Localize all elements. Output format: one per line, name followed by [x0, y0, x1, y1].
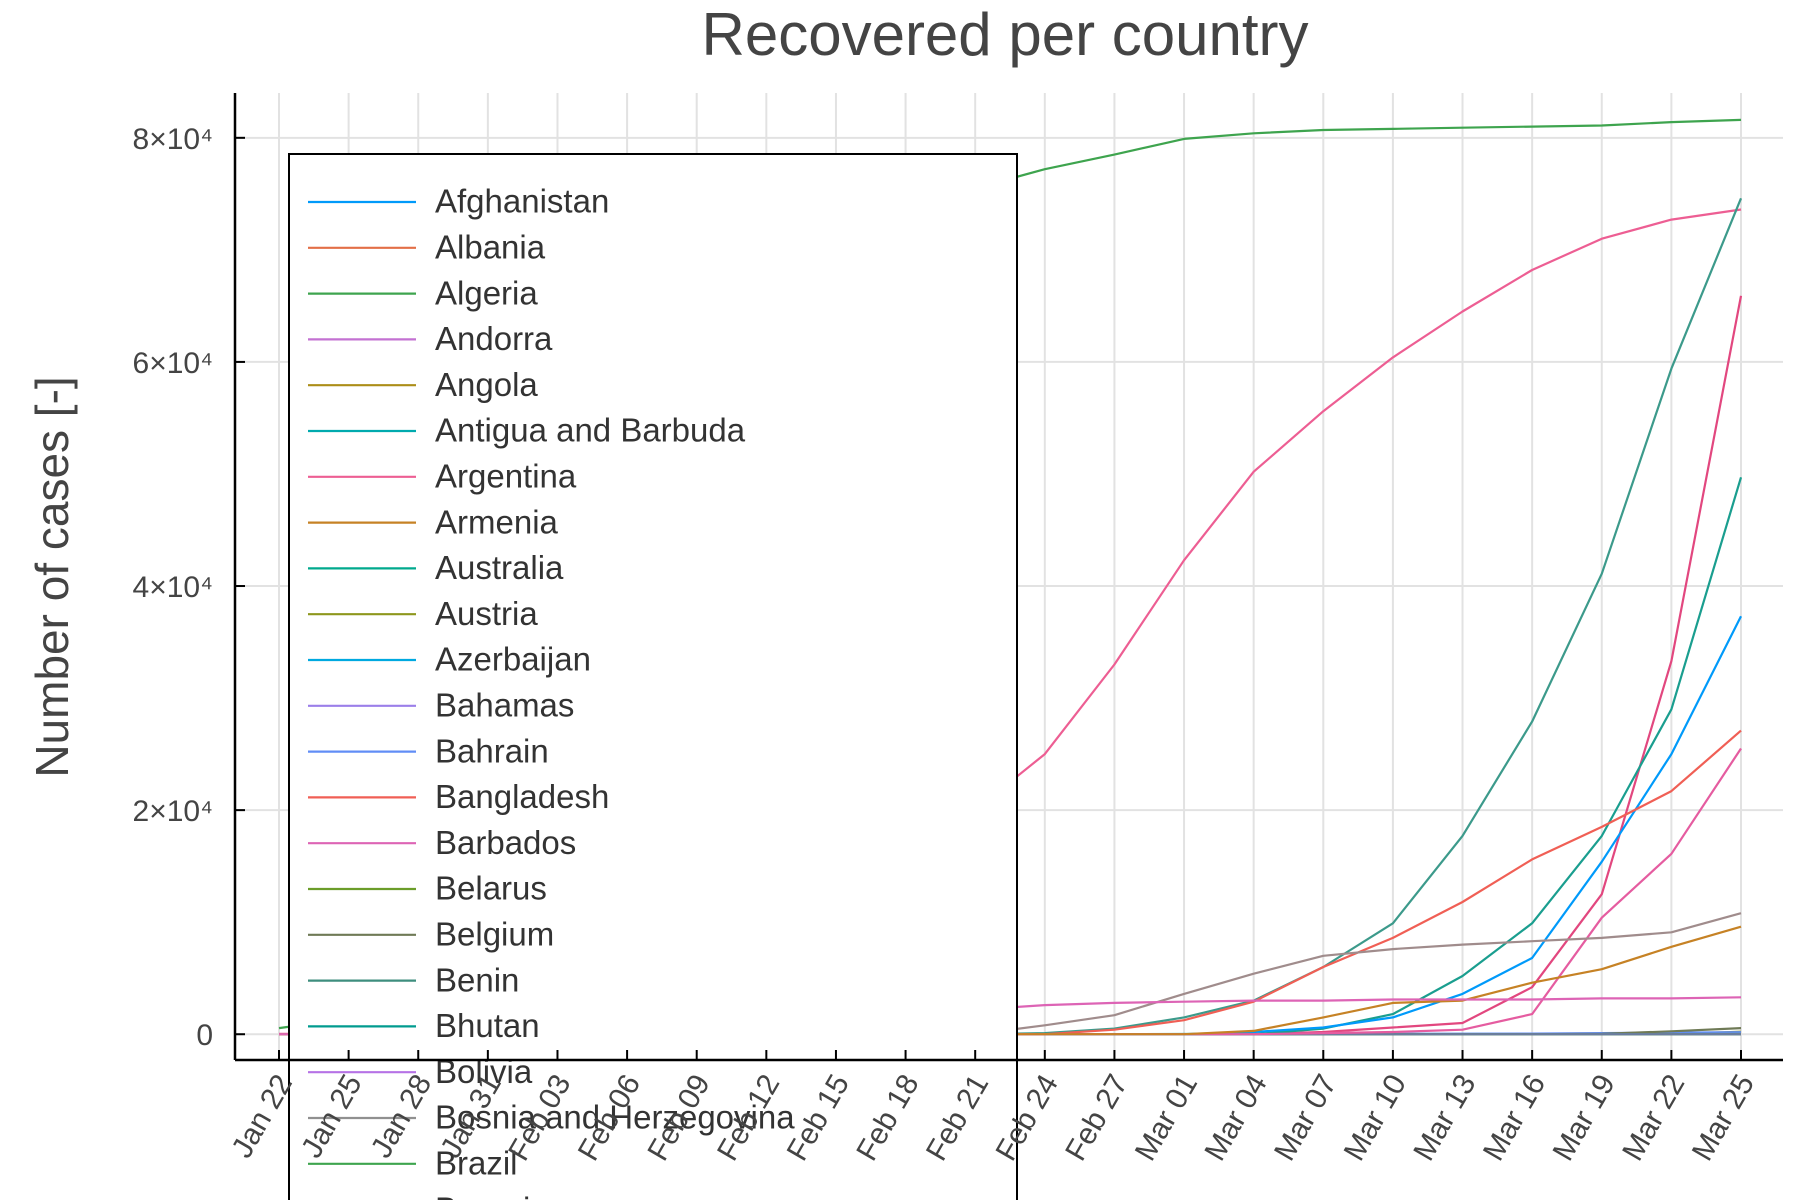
legend-label: Belarus: [435, 870, 547, 907]
legend-label: Antigua and Barbuda: [435, 412, 746, 449]
y-tick-label: 4×10⁴: [133, 571, 213, 604]
legend-label: Argentina: [435, 458, 577, 495]
y-tick-label: 6×10⁴: [133, 347, 213, 380]
legend-label: Belgium: [435, 916, 554, 953]
legend-label: Australia: [435, 549, 564, 586]
legend-label: Azerbaijan: [435, 641, 591, 678]
legend-label: Bahrain: [435, 732, 549, 769]
y-tick-label: 8×10⁴: [133, 123, 213, 156]
legend-label: Bangladesh: [435, 778, 609, 815]
legend-label: Bhutan: [435, 1007, 540, 1044]
y-tick-label: 0: [196, 1019, 213, 1052]
legend-box: [288, 153, 1018, 1200]
legend-label: Bosnia and Herzegovina: [435, 1099, 795, 1136]
legend-label: Brazil: [435, 1145, 518, 1182]
legend-label: Benin: [435, 961, 519, 998]
legend-label: Armenia: [435, 503, 559, 540]
legend-label: Algeria: [435, 274, 538, 311]
y-tick-label: 2×10⁴: [133, 795, 213, 828]
legend-label: Brunei: [435, 1190, 530, 1200]
y-axis-label: Number of cases [-]: [26, 376, 78, 777]
legend-label: Andorra: [435, 320, 553, 357]
legend-label: Bahamas: [435, 687, 574, 724]
chart-title: Recovered per country: [702, 1, 1309, 68]
legend-label: Albania: [435, 229, 546, 266]
legend-label: Afghanistan: [435, 183, 609, 220]
legend-label: Angola: [435, 366, 538, 403]
legend-label: Barbados: [435, 824, 576, 861]
legend-label: Austria: [435, 595, 538, 632]
legend: Afghanistan Albania Algeria Andorra Angola An…: [288, 153, 1018, 1200]
